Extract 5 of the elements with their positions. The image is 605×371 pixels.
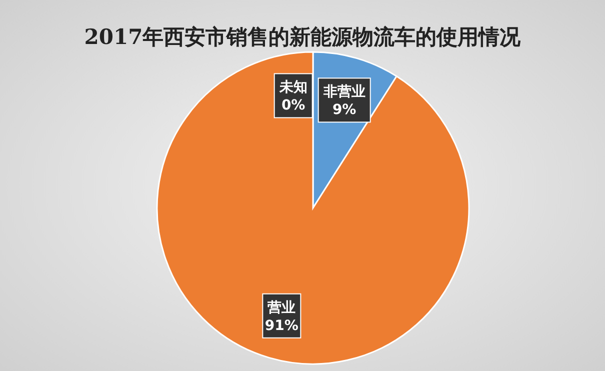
data-label: 9% [332, 102, 356, 118]
data-label: 91% [264, 318, 298, 334]
chart-title: 2017年西安市销售的新能源物流车的使用情况 [84, 24, 522, 49]
slice-label: 营业 [266, 300, 296, 316]
slice-label: 非营业 [322, 84, 366, 100]
